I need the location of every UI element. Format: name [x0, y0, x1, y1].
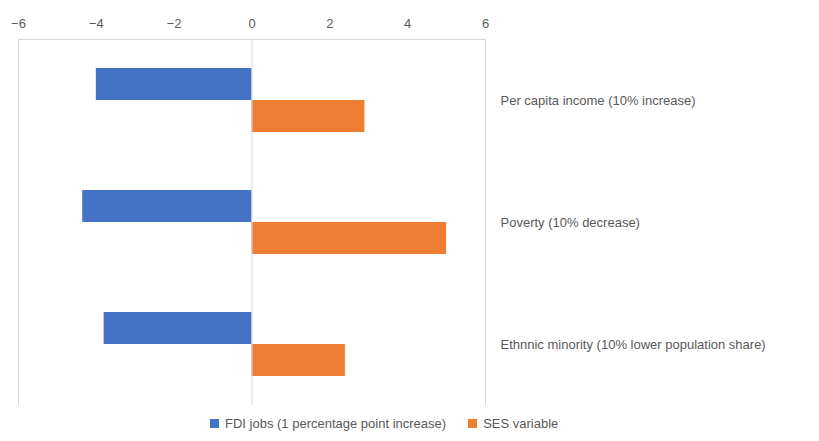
svg-text:Poverty (10% decrease): Poverty (10% decrease): [501, 215, 640, 230]
svg-text:−2: −2: [167, 16, 182, 31]
svg-text:Ethnnic minority (10% lower po: Ethnnic minority (10% lower population s…: [501, 337, 766, 352]
svg-text:Per capita income (10% increas: Per capita income (10% increase): [501, 93, 696, 108]
svg-text:6: 6: [482, 16, 489, 31]
svg-text:2: 2: [326, 16, 333, 31]
svg-text:−6: −6: [11, 16, 26, 31]
html-text:FDI jobs (1 percentage point i: FDI jobs (1 percentage point increase): [225, 415, 447, 431]
svg-text:−4: −4: [89, 16, 104, 31]
html-text:SES variable: SES variable: [483, 415, 559, 431]
svg-text:4: 4: [404, 16, 411, 31]
svg-text:0: 0: [248, 16, 255, 31]
